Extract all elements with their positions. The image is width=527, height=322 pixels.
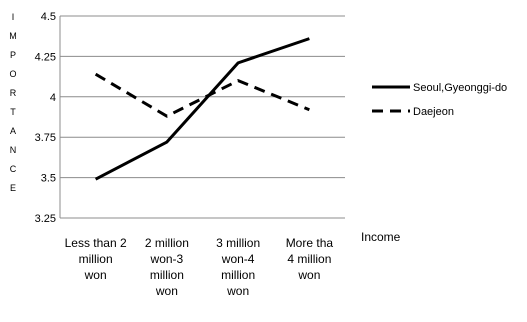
x-category-label: More tha (286, 236, 334, 250)
y-tick-label: 4.25 (35, 51, 56, 63)
x-category-label: won-4 (221, 252, 255, 266)
y-axis-label-letter: N (10, 145, 17, 155)
y-tick-label: 3.75 (35, 132, 56, 144)
x-category-label: 3 million (216, 236, 260, 250)
x-category-label: million (221, 268, 255, 282)
legend-label: Daejeon (413, 106, 454, 118)
legend: Seoul,Gyeonggi-do Daejeon (372, 82, 507, 118)
y-tick-label: 3.5 (41, 173, 56, 185)
y-tick-label: 4 (50, 92, 56, 104)
x-category-label: Less than 2 (65, 236, 127, 250)
x-category-label: won (297, 268, 320, 282)
y-tick-label: 3.25 (35, 213, 56, 225)
y-axis-label-letter: T (10, 107, 16, 117)
series-line (94, 72, 310, 118)
legend-label: Seoul,Gyeonggi-do (413, 82, 507, 94)
x-axis-label: Income (361, 230, 401, 244)
x-category-label: million (150, 268, 184, 282)
x-category-label: 2 million (145, 236, 189, 250)
y-axis-label-letter: A (10, 126, 16, 136)
y-axis-label-letter: E (10, 183, 16, 193)
y-axis-label-letter: O (9, 69, 16, 79)
series-line (94, 37, 310, 181)
x-category-label: won (84, 268, 107, 282)
y-tick-labels: 3.25 3.5 3.75 4 4.25 4.5 (35, 11, 56, 225)
y-axis-label-letter: R (10, 88, 17, 98)
x-category-label: 4 million (287, 252, 331, 266)
x-category-label: won (155, 284, 178, 298)
x-category-label: million (79, 252, 113, 266)
x-category-label: won-3 (150, 252, 184, 266)
x-category-labels: Less than 2 million won 2 million won-3 milli… (65, 236, 334, 298)
x-category-label: won (226, 284, 249, 298)
series-lines (94, 37, 310, 181)
y-axis-label-letter: C (10, 164, 17, 174)
y-axis-label-letter: I (12, 12, 15, 22)
y-axis-label-letter: M (9, 31, 17, 41)
y-axis-label-letter: P (10, 50, 16, 60)
y-tick-label: 4.5 (41, 11, 56, 23)
gridlines (59, 15, 345, 219)
